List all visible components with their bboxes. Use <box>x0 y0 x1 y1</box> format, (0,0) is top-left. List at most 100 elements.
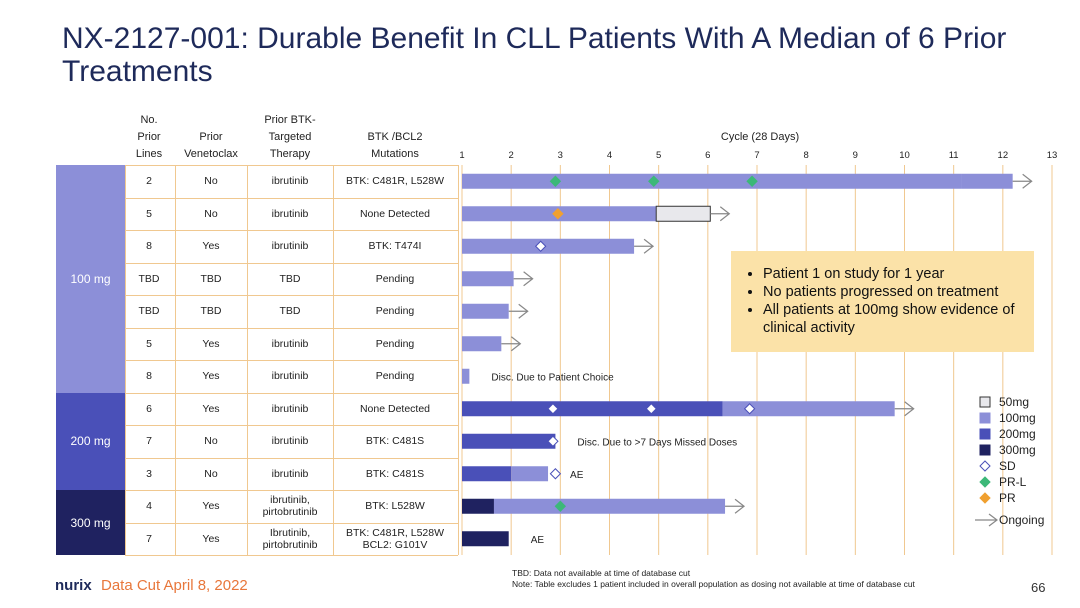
legend-swatch <box>979 412 991 424</box>
page-number: 66 <box>1031 580 1046 595</box>
swim-bar-segment <box>961 173 1013 189</box>
data-cut-date: Data Cut April 8, 2022 <box>101 577 248 594</box>
footnote-tbd: TBD: Data not available at time of datab… <box>512 568 691 578</box>
legend-swatch <box>979 476 991 488</box>
footnote-note: Note: Table excludes 1 patient included … <box>512 579 915 589</box>
mutation-cell: Pending <box>375 305 415 318</box>
x-tick-label: 11 <box>949 150 959 161</box>
mutation-cell: BTK: T474I <box>368 240 422 253</box>
prior-btk-cell: TBD <box>279 305 301 318</box>
footnotes: TBD: Data not available at time of datab… <box>512 568 915 590</box>
legend-swatch <box>979 492 991 504</box>
prior-venetoclax-cell: Yes <box>202 240 220 253</box>
mutation-cell: BTK: L528W <box>365 500 425 513</box>
swim-bar-segment <box>462 498 494 514</box>
x-tick-label: 4 <box>607 150 612 161</box>
legend-label: 300mg <box>999 443 1036 457</box>
prior-lines-cell: 7 <box>146 532 152 545</box>
table-row-divider <box>125 425 458 426</box>
prior-lines-cell: 5 <box>146 207 152 220</box>
callout-item: No patients progressed on treatment <box>763 283 1024 301</box>
prior-btk-cell: ibrutinib <box>271 370 309 383</box>
x-tick-label: 1 <box>459 150 464 161</box>
prior-lines-cell: 8 <box>146 240 152 253</box>
table-column-divider <box>458 165 459 555</box>
table-row-divider <box>125 230 458 231</box>
key-findings-callout: Patient 1 on study for 1 year No patient… <box>731 251 1034 352</box>
legend-label: SD <box>999 459 1016 473</box>
prior-btk-cell: ibrutinib <box>271 175 309 188</box>
table-row-divider <box>125 392 458 394</box>
legend-label: PR <box>999 491 1016 505</box>
callout-item: All patients at 100mg show evidence of c… <box>763 301 1024 337</box>
prior-venetoclax-cell: Yes <box>202 532 220 545</box>
response-marker-pr-l <box>746 175 758 187</box>
prior-btk-cell: Ibrutinib, pirtobrutinib <box>262 526 318 551</box>
prior-venetoclax-cell: Yes <box>202 500 220 513</box>
prior-btk-cell: ibrutinib <box>271 240 309 253</box>
response-marker-pr-l <box>554 500 567 512</box>
swim-bar-segment <box>655 205 711 222</box>
ongoing-arrow <box>501 336 522 352</box>
x-tick-label: 2 <box>509 150 514 161</box>
bar-note: AE <box>570 470 584 481</box>
header-prior-btk: Prior BTK- Targeted Therapy <box>264 114 316 160</box>
prior-venetoclax-cell: No <box>204 207 218 220</box>
swim-bar-segment <box>462 303 509 319</box>
table-row-divider <box>125 555 458 556</box>
mutation-cell: BTK: C481S <box>365 435 425 448</box>
swim-bar-segment <box>462 466 512 482</box>
prior-venetoclax-cell: No <box>204 467 218 480</box>
ongoing-arrow <box>1012 173 1033 189</box>
table-row-divider <box>125 197 458 199</box>
mutation-cell: BTK: C481S <box>365 467 425 480</box>
table-row-divider <box>125 457 458 459</box>
legend-swatch <box>979 460 991 472</box>
ongoing-arrow <box>634 238 655 254</box>
prior-btk-cell: ibrutinib <box>271 337 309 350</box>
mutation-cell: Pending <box>375 337 415 350</box>
swim-bar-segment <box>493 498 726 514</box>
mutation-cell: Pending <box>375 370 415 383</box>
response-marker-pr-l <box>648 175 660 187</box>
swim-bar-segment <box>462 238 635 254</box>
x-tick-label: 3 <box>558 150 563 161</box>
prior-venetoclax-cell: No <box>204 435 218 448</box>
prior-venetoclax-cell: No <box>204 175 218 188</box>
prior-lines-cell: 7 <box>146 435 152 448</box>
swim-bar-segment <box>462 336 502 352</box>
table-row-divider <box>125 522 458 524</box>
swim-bar-segment <box>462 271 514 287</box>
prior-venetoclax-cell: Yes <box>202 337 220 350</box>
legend-label: 100mg <box>999 411 1036 425</box>
prior-lines-cell: TBD <box>138 305 160 318</box>
swim-bar-segment <box>462 401 723 417</box>
bar-note: Disc. Due to Patient Choice <box>491 372 614 383</box>
swim-bar-segment <box>462 173 962 189</box>
mutation-cell: Pending <box>375 272 415 285</box>
bar-note: Disc. Due to >7 Days Missed Doses <box>577 437 737 448</box>
ongoing-arrow <box>710 206 731 222</box>
prior-lines-cell: 3 <box>146 467 152 480</box>
prior-lines-cell: 8 <box>146 370 152 383</box>
prior-venetoclax-cell: TBD <box>200 272 222 285</box>
legend-ongoing-arrow <box>975 513 998 527</box>
header-mutations: BTK /BCL2 Mutations <box>367 131 423 160</box>
x-tick-label: 10 <box>899 150 910 161</box>
table-column-divider <box>125 165 126 555</box>
dose-group-label: 200 mg <box>56 392 125 490</box>
table-column-divider <box>175 165 176 555</box>
swim-bar-segment <box>462 531 509 547</box>
x-tick-label: 6 <box>705 150 710 161</box>
prior-lines-cell: 6 <box>146 402 152 415</box>
swim-bar-segment <box>511 466 549 482</box>
prior-lines-cell: 5 <box>146 337 152 350</box>
mutation-cell: BTK: C481R, L528W BCL2: G101V <box>345 526 445 551</box>
x-tick-label: 9 <box>853 150 858 161</box>
table-column-divider <box>247 165 248 555</box>
page-title: NX-2127-001: Durable Benefit In CLL Pati… <box>62 22 1007 88</box>
x-tick-label: 12 <box>998 150 1009 161</box>
legend-swatch <box>979 428 991 440</box>
response-marker-pr <box>552 208 564 220</box>
